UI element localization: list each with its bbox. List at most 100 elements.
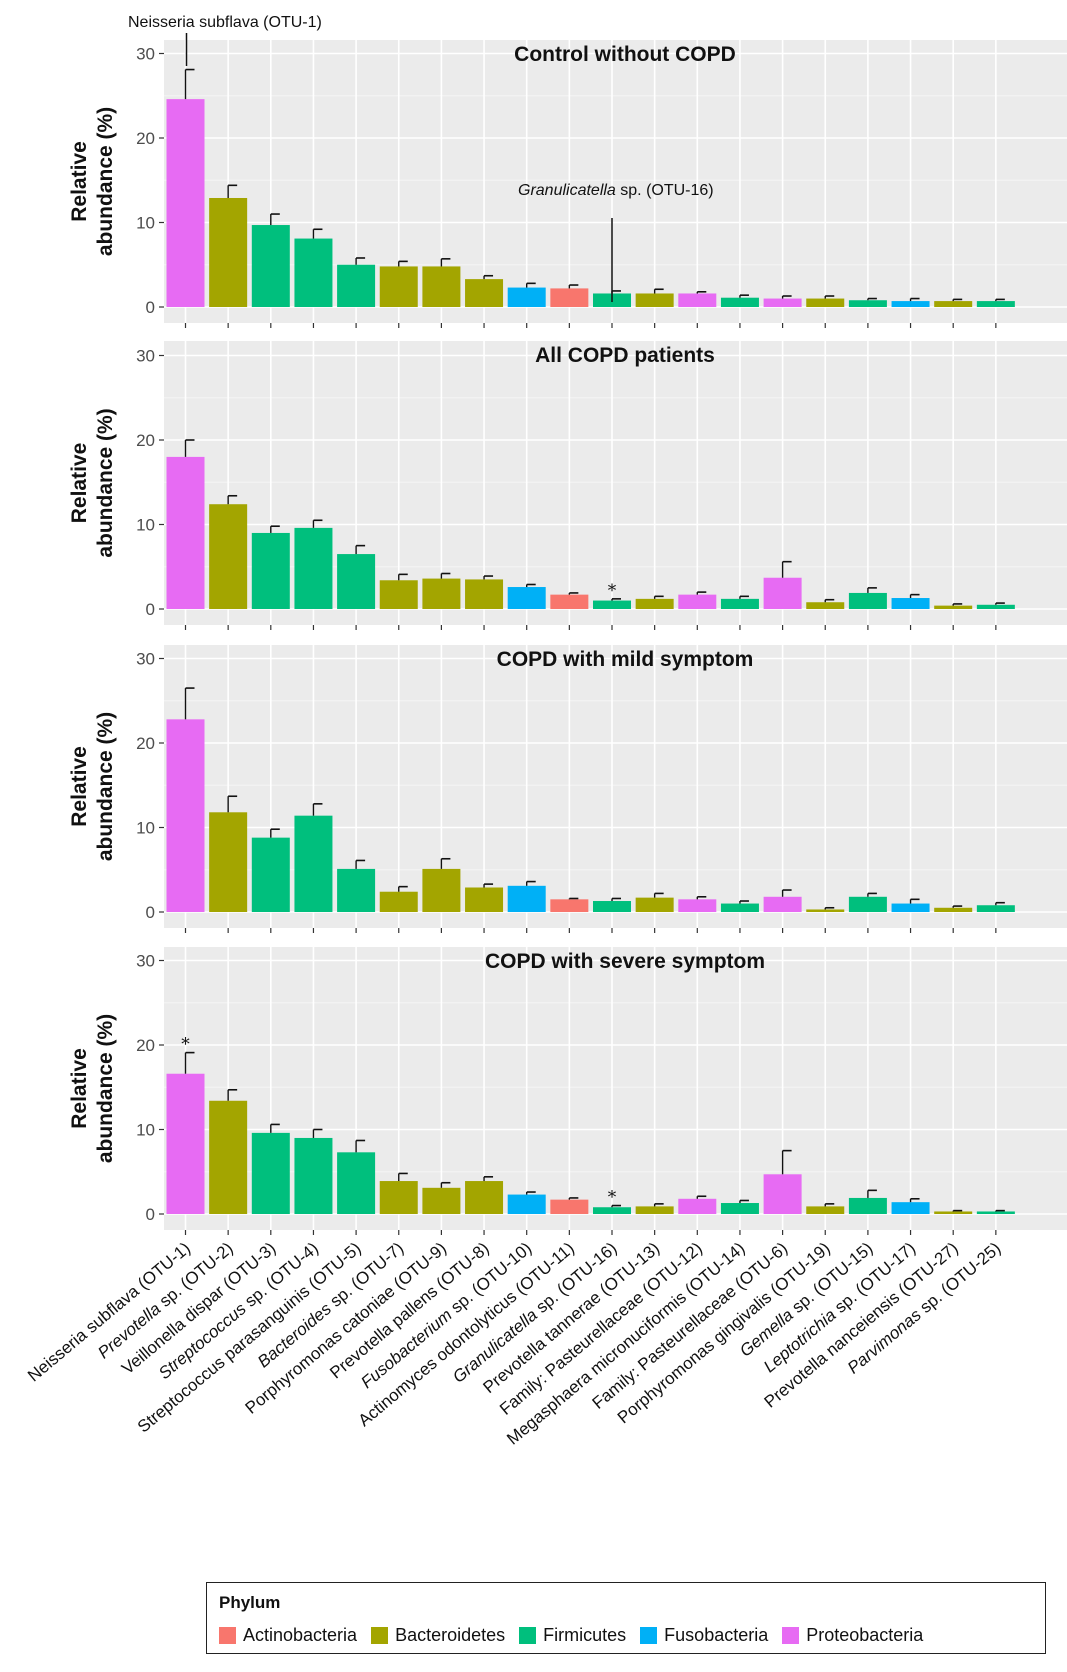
- bar: [806, 602, 845, 609]
- bar: [593, 600, 631, 609]
- bar: [593, 1207, 631, 1214]
- bar: [379, 1181, 418, 1214]
- y-axis-label: Relative abundance (%): [68, 1014, 117, 1163]
- bar: [848, 1197, 887, 1214]
- bar: [209, 504, 248, 609]
- y-axis-label-line: abundance (%): [94, 107, 117, 256]
- bar: [976, 1211, 1015, 1214]
- panel-title: COPD with mild symptom: [497, 648, 754, 671]
- y-axis-label: Relative abundance (%): [68, 712, 117, 861]
- legend-swatch: [371, 1627, 389, 1644]
- bar: [294, 815, 333, 912]
- bar: [251, 837, 290, 912]
- y-tick-label: 30: [136, 952, 155, 971]
- bar: [379, 266, 418, 307]
- bar: [337, 264, 376, 307]
- y-tick-label: 10: [136, 819, 155, 838]
- panel-title: All COPD patients: [535, 344, 715, 367]
- bar: [465, 1181, 504, 1214]
- bar: [422, 266, 461, 307]
- bar: [550, 899, 589, 912]
- bar: [763, 577, 802, 609]
- legend-item: Actinobacteria: [219, 1625, 357, 1646]
- legend-label: Actinobacteria: [243, 1625, 358, 1645]
- bar: [976, 604, 1015, 609]
- bar: [806, 1206, 845, 1214]
- annotation-label: Granulicatella sp. (OTU-16): [518, 182, 714, 199]
- annotation-label-text: sp. (OTU-16): [616, 182, 714, 199]
- bar: [166, 456, 205, 609]
- bar: [635, 293, 674, 307]
- y-axis-label: Relative abundance (%): [68, 408, 117, 557]
- y-axis-label-line: Relative: [68, 141, 91, 222]
- bar: [720, 903, 759, 912]
- bar: [934, 1211, 973, 1214]
- y-tick-label: 10: [136, 516, 155, 535]
- panel-title: COPD with severe symptom: [485, 950, 765, 973]
- panel-4: 0 10 20 30 * * COPD with severe symptom Relativ…: [68, 947, 1067, 1235]
- legend-label: Fusobacteria: [664, 1625, 769, 1645]
- y-axis-label-line: abundance (%): [94, 1014, 117, 1163]
- bar: [465, 279, 504, 307]
- bar: [251, 532, 290, 609]
- y-tick-label: 20: [136, 734, 155, 753]
- bar: [465, 579, 504, 609]
- y-tick-label: 30: [136, 347, 155, 366]
- y-tick-label: 20: [136, 129, 155, 148]
- bar: [891, 301, 930, 307]
- bar: [976, 301, 1015, 307]
- bar: [294, 1137, 333, 1214]
- bar: [891, 598, 930, 609]
- bar: [678, 899, 717, 912]
- y-axis-label-line: abundance (%): [94, 408, 117, 557]
- significance-star: *: [608, 1188, 617, 1208]
- legend-title: Phylum: [219, 1593, 281, 1612]
- bar: [848, 300, 887, 307]
- bar: [635, 1206, 674, 1214]
- bar: [976, 905, 1015, 912]
- bar: [294, 527, 333, 609]
- bar: [550, 1199, 589, 1214]
- bar: [848, 592, 887, 609]
- annotation-label-italic: Granulicatella: [518, 182, 616, 199]
- bar: [934, 605, 973, 609]
- bar: [209, 1100, 248, 1214]
- bar: [806, 909, 845, 912]
- y-axis-label-line: Relative: [68, 443, 91, 524]
- panel-2: 0 10 20 30 * All COPD patients Relative abundan…: [68, 341, 1067, 630]
- annotation-label: Neisseria subflava (OTU-1): [128, 14, 322, 31]
- legend-swatch: [640, 1627, 658, 1644]
- panel-1: 0 10 20 30 Control without COPD Relative abund…: [68, 40, 1067, 328]
- legend-label: Proteobacteria: [806, 1625, 924, 1645]
- bar: [848, 896, 887, 912]
- bar: [678, 293, 717, 307]
- bar: [720, 598, 759, 609]
- bar: [251, 1132, 290, 1214]
- bar: [422, 1187, 461, 1214]
- bar: [507, 587, 546, 609]
- bar: [678, 594, 717, 609]
- bar: [763, 896, 802, 912]
- y-tick-label: 30: [136, 650, 155, 669]
- bar: [209, 812, 248, 912]
- bar: [550, 288, 589, 307]
- legend-label: Bacteroidetes: [395, 1625, 506, 1645]
- significance-star: *: [608, 581, 617, 601]
- legend-item: Proteobacteria: [782, 1625, 923, 1646]
- bar: [337, 554, 376, 609]
- bar: [635, 598, 674, 609]
- bar: [166, 1073, 205, 1214]
- bar: [763, 298, 802, 307]
- bar: [507, 287, 546, 307]
- panel-title: Control without COPD: [514, 43, 736, 66]
- bar: [720, 1203, 759, 1214]
- bar: [337, 1152, 376, 1214]
- bar: [166, 719, 205, 912]
- y-axis-label-line: Relative: [68, 746, 91, 827]
- bar: [891, 1202, 930, 1214]
- y-tick-label: 30: [136, 45, 155, 64]
- legend-swatch: [782, 1627, 800, 1644]
- bar: [720, 297, 759, 307]
- y-tick-label: 10: [136, 1121, 155, 1140]
